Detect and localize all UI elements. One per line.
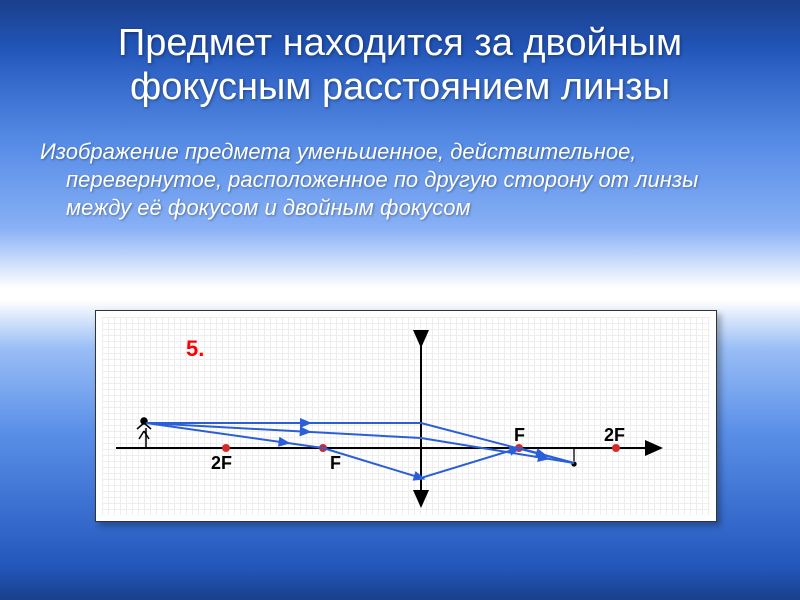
diagram-svg: F 2F F 2F 5.: [96, 311, 716, 521]
svg-text:2F: 2F: [604, 425, 625, 445]
slide: Предмет находится за двойным фокусным ра…: [0, 0, 800, 600]
slide-body: Изображение предмета уменьшенное, действ…: [40, 138, 740, 222]
rays: [146, 418, 574, 484]
svg-text:2F: 2F: [211, 453, 232, 473]
svg-text:F: F: [330, 453, 341, 473]
svg-text:F: F: [514, 425, 525, 445]
slide-title: Предмет находится за двойным фокусным ра…: [40, 22, 760, 109]
diagram-number: 5.: [186, 336, 204, 361]
body-paragraph: Изображение предмета уменьшенное, действ…: [40, 138, 740, 222]
lens-diagram: F 2F F 2F 5.: [95, 310, 717, 522]
